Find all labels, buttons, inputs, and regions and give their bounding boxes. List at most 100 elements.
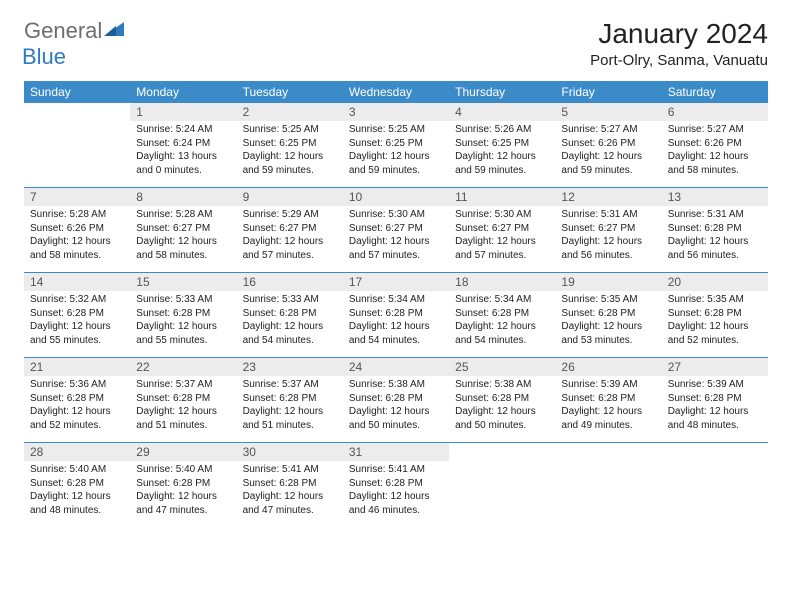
day-content: Sunrise: 5:31 AMSunset: 6:28 PMDaylight:… <box>662 206 768 268</box>
day-cell: 11Sunrise: 5:30 AMSunset: 6:27 PMDayligh… <box>449 188 555 272</box>
day-cell: 2Sunrise: 5:25 AMSunset: 6:25 PMDaylight… <box>237 103 343 187</box>
title-block: January 2024 Port-Olry, Sanma, Vanuatu <box>590 18 768 69</box>
day-cell: 17Sunrise: 5:34 AMSunset: 6:28 PMDayligh… <box>343 273 449 357</box>
daylight-text: Daylight: 12 hours and 59 minutes. <box>243 150 337 177</box>
day-content: Sunrise: 5:26 AMSunset: 6:25 PMDaylight:… <box>449 121 555 183</box>
day-cell: 3Sunrise: 5:25 AMSunset: 6:25 PMDaylight… <box>343 103 449 187</box>
sunrise-text: Sunrise: 5:33 AM <box>136 293 230 307</box>
day-cell: 26Sunrise: 5:39 AMSunset: 6:28 PMDayligh… <box>555 358 661 442</box>
sunrise-text: Sunrise: 5:36 AM <box>30 378 124 392</box>
sunrise-text: Sunrise: 5:40 AM <box>30 463 124 477</box>
daylight-text: Daylight: 12 hours and 52 minutes. <box>30 405 124 432</box>
day-cell: 15Sunrise: 5:33 AMSunset: 6:28 PMDayligh… <box>130 273 236 357</box>
sunset-text: Sunset: 6:27 PM <box>136 222 230 236</box>
day-cell: 7Sunrise: 5:28 AMSunset: 6:26 PMDaylight… <box>24 188 130 272</box>
daylight-text: Daylight: 12 hours and 48 minutes. <box>30 490 124 517</box>
day-content: Sunrise: 5:41 AMSunset: 6:28 PMDaylight:… <box>343 461 449 523</box>
daylight-text: Daylight: 12 hours and 50 minutes. <box>349 405 443 432</box>
day-number: 20 <box>662 273 768 291</box>
day-number: 13 <box>662 188 768 206</box>
week-row: 1Sunrise: 5:24 AMSunset: 6:24 PMDaylight… <box>24 103 768 187</box>
month-title: January 2024 <box>590 18 768 50</box>
day-number: 17 <box>343 273 449 291</box>
day-content: Sunrise: 5:33 AMSunset: 6:28 PMDaylight:… <box>237 291 343 353</box>
daylight-text: Daylight: 12 hours and 55 minutes. <box>30 320 124 347</box>
day-cell: 30Sunrise: 5:41 AMSunset: 6:28 PMDayligh… <box>237 443 343 527</box>
sunrise-text: Sunrise: 5:24 AM <box>136 123 230 137</box>
day-cell <box>449 443 555 527</box>
sunset-text: Sunset: 6:25 PM <box>243 137 337 151</box>
day-content: Sunrise: 5:25 AMSunset: 6:25 PMDaylight:… <box>343 121 449 183</box>
daylight-text: Daylight: 12 hours and 54 minutes. <box>349 320 443 347</box>
day-number: 7 <box>24 188 130 206</box>
location: Port-Olry, Sanma, Vanuatu <box>590 52 768 69</box>
sunset-text: Sunset: 6:27 PM <box>349 222 443 236</box>
daylight-text: Daylight: 12 hours and 58 minutes. <box>668 150 762 177</box>
sunrise-text: Sunrise: 5:34 AM <box>455 293 549 307</box>
day-content: Sunrise: 5:28 AMSunset: 6:26 PMDaylight:… <box>24 206 130 268</box>
day-number: 12 <box>555 188 661 206</box>
day-content: Sunrise: 5:38 AMSunset: 6:28 PMDaylight:… <box>449 376 555 438</box>
day-number: 24 <box>343 358 449 376</box>
day-number: 8 <box>130 188 236 206</box>
sunset-text: Sunset: 6:24 PM <box>136 137 230 151</box>
sunset-text: Sunset: 6:28 PM <box>30 477 124 491</box>
sunrise-text: Sunrise: 5:30 AM <box>349 208 443 222</box>
day-content: Sunrise: 5:34 AMSunset: 6:28 PMDaylight:… <box>449 291 555 353</box>
sunrise-text: Sunrise: 5:35 AM <box>668 293 762 307</box>
day-content: Sunrise: 5:39 AMSunset: 6:28 PMDaylight:… <box>555 376 661 438</box>
day-header-saturday: Saturday <box>662 81 768 103</box>
sunset-text: Sunset: 6:25 PM <box>349 137 443 151</box>
sunrise-text: Sunrise: 5:38 AM <box>349 378 443 392</box>
logo-triangle-icon <box>104 20 124 43</box>
sunrise-text: Sunrise: 5:31 AM <box>668 208 762 222</box>
day-content: Sunrise: 5:39 AMSunset: 6:28 PMDaylight:… <box>662 376 768 438</box>
day-cell: 1Sunrise: 5:24 AMSunset: 6:24 PMDaylight… <box>130 103 236 187</box>
day-cell: 21Sunrise: 5:36 AMSunset: 6:28 PMDayligh… <box>24 358 130 442</box>
daylight-text: Daylight: 12 hours and 51 minutes. <box>136 405 230 432</box>
day-content: Sunrise: 5:34 AMSunset: 6:28 PMDaylight:… <box>343 291 449 353</box>
day-header-monday: Monday <box>130 81 236 103</box>
day-header-thursday: Thursday <box>449 81 555 103</box>
daylight-text: Daylight: 12 hours and 57 minutes. <box>455 235 549 262</box>
sunrise-text: Sunrise: 5:38 AM <box>455 378 549 392</box>
sunrise-text: Sunrise: 5:29 AM <box>243 208 337 222</box>
logo-text-blue-wrap: Blue <box>24 44 66 70</box>
day-content: Sunrise: 5:35 AMSunset: 6:28 PMDaylight:… <box>555 291 661 353</box>
day-cell: 28Sunrise: 5:40 AMSunset: 6:28 PMDayligh… <box>24 443 130 527</box>
sunset-text: Sunset: 6:28 PM <box>455 392 549 406</box>
sunrise-text: Sunrise: 5:31 AM <box>561 208 655 222</box>
daylight-text: Daylight: 12 hours and 54 minutes. <box>455 320 549 347</box>
daylight-text: Daylight: 12 hours and 48 minutes. <box>668 405 762 432</box>
day-content: Sunrise: 5:37 AMSunset: 6:28 PMDaylight:… <box>130 376 236 438</box>
day-number: 18 <box>449 273 555 291</box>
day-cell: 9Sunrise: 5:29 AMSunset: 6:27 PMDaylight… <box>237 188 343 272</box>
day-content: Sunrise: 5:29 AMSunset: 6:27 PMDaylight:… <box>237 206 343 268</box>
daylight-text: Daylight: 12 hours and 54 minutes. <box>243 320 337 347</box>
sunrise-text: Sunrise: 5:33 AM <box>243 293 337 307</box>
day-cell: 8Sunrise: 5:28 AMSunset: 6:27 PMDaylight… <box>130 188 236 272</box>
day-content: Sunrise: 5:40 AMSunset: 6:28 PMDaylight:… <box>24 461 130 523</box>
day-cell: 6Sunrise: 5:27 AMSunset: 6:26 PMDaylight… <box>662 103 768 187</box>
day-content: Sunrise: 5:36 AMSunset: 6:28 PMDaylight:… <box>24 376 130 438</box>
day-number: 28 <box>24 443 130 461</box>
sunset-text: Sunset: 6:26 PM <box>561 137 655 151</box>
sunrise-text: Sunrise: 5:40 AM <box>136 463 230 477</box>
day-content: Sunrise: 5:27 AMSunset: 6:26 PMDaylight:… <box>662 121 768 183</box>
daylight-text: Daylight: 12 hours and 51 minutes. <box>243 405 337 432</box>
sunrise-text: Sunrise: 5:37 AM <box>243 378 337 392</box>
day-number: 9 <box>237 188 343 206</box>
sunset-text: Sunset: 6:28 PM <box>243 477 337 491</box>
sunrise-text: Sunrise: 5:32 AM <box>30 293 124 307</box>
sunset-text: Sunset: 6:28 PM <box>349 477 443 491</box>
daylight-text: Daylight: 12 hours and 57 minutes. <box>349 235 443 262</box>
sunset-text: Sunset: 6:28 PM <box>561 307 655 321</box>
day-cell: 22Sunrise: 5:37 AMSunset: 6:28 PMDayligh… <box>130 358 236 442</box>
day-content: Sunrise: 5:30 AMSunset: 6:27 PMDaylight:… <box>343 206 449 268</box>
sunrise-text: Sunrise: 5:30 AM <box>455 208 549 222</box>
daylight-text: Daylight: 12 hours and 50 minutes. <box>455 405 549 432</box>
daylight-text: Daylight: 12 hours and 47 minutes. <box>136 490 230 517</box>
sunrise-text: Sunrise: 5:27 AM <box>668 123 762 137</box>
day-number: 31 <box>343 443 449 461</box>
day-header-tuesday: Tuesday <box>237 81 343 103</box>
